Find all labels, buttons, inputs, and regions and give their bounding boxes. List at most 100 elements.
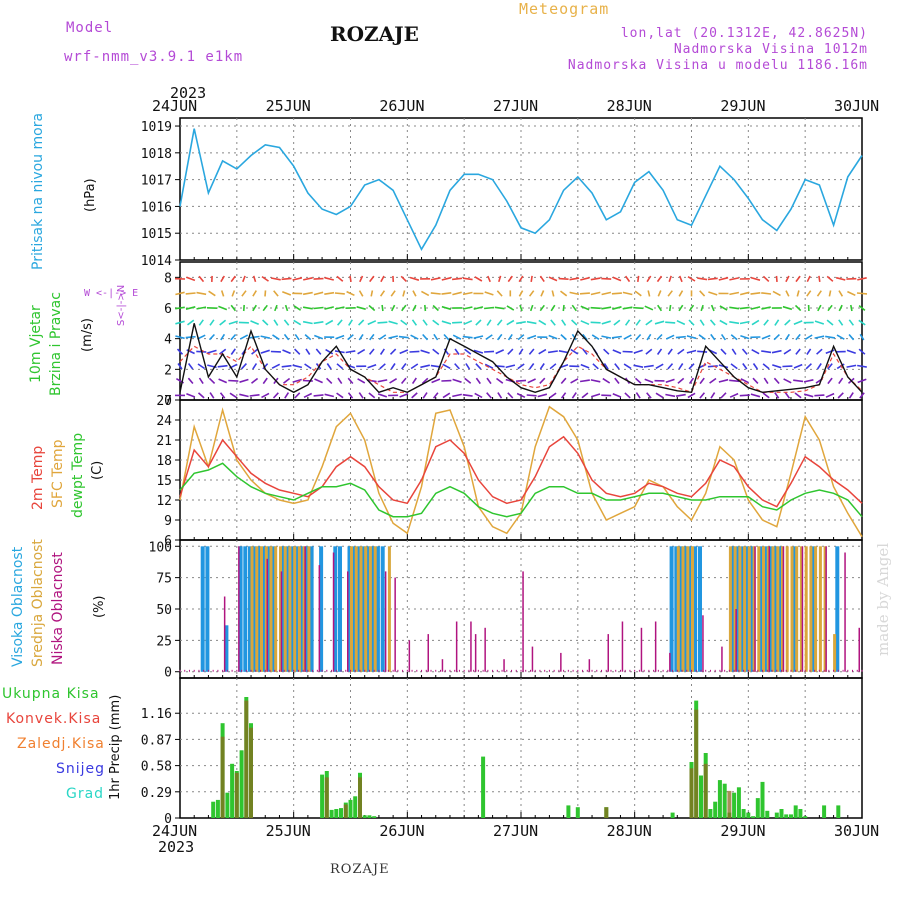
wind-arrow [784, 333, 790, 341]
wind-arrow [336, 363, 344, 370]
wind-arrow [528, 290, 535, 297]
model-elevation-label: Nadmorska Visina u modelu 1186.16m [567, 58, 868, 73]
wind-arrow [601, 335, 612, 339]
wind-arrow [656, 333, 663, 341]
wind-arrow [710, 392, 716, 399]
cloud-baseline-tick [567, 669, 569, 672]
wind-arrow [273, 290, 279, 297]
conv-rain-bar [694, 709, 699, 818]
cloud-baseline-tick [468, 669, 470, 672]
total-rain-bar [803, 816, 808, 818]
cloud-baseline-tick [188, 669, 190, 672]
high-cloud-bar [745, 546, 750, 672]
wind-arrow [558, 277, 569, 280]
high-cloud-bar [679, 546, 683, 672]
total-rain-bar [822, 805, 827, 818]
y-tick-label: 1.16 [141, 707, 172, 722]
wind-arrow [570, 378, 579, 384]
wind-arrow [795, 348, 801, 355]
wind-arrow [828, 290, 832, 297]
wind-arrow [401, 363, 407, 370]
wind-arrow [496, 319, 503, 326]
wind-arrow [358, 333, 364, 341]
wind-arrow [230, 348, 236, 355]
y-tick-label: 1014 [141, 254, 172, 269]
cloud-baseline-tick [818, 669, 820, 672]
wind-arrow [411, 377, 417, 385]
high-cloud-bar [319, 546, 324, 672]
cloud-baseline-tick [312, 669, 314, 672]
cloud-baseline-tick [728, 669, 730, 672]
cloud-baseline-tick [624, 669, 626, 672]
mid-cloud-bar [818, 546, 822, 672]
wind-arrow [303, 392, 313, 399]
cloud-baseline-tick [326, 669, 328, 672]
cloud-baseline-tick [463, 669, 465, 672]
wind-arrow [644, 305, 654, 311]
wind-arrow [657, 290, 662, 297]
wind-arrow [347, 334, 354, 341]
cloud-baseline-tick [743, 669, 745, 672]
cloud-baseline-tick [241, 669, 243, 672]
low-cloud-bar [394, 577, 396, 672]
conv-rain-bar [234, 772, 239, 818]
wind-arrow [336, 319, 343, 326]
mid-cloud-bar [785, 546, 789, 672]
cloud-baseline-tick [691, 669, 692, 672]
total-rain-bar [760, 781, 765, 818]
cloud-baseline-tick [260, 669, 262, 672]
high-cloud-bar [357, 546, 361, 672]
wind-arrow [379, 290, 386, 297]
low-cloud-bar [768, 546, 770, 672]
wind-arrow [697, 277, 708, 281]
high-cloud-bar [262, 546, 267, 672]
mid-cloud-bar [288, 546, 292, 672]
wind-arrow [740, 291, 750, 296]
wind-arrow [217, 364, 228, 368]
y-tick-label: 6 [164, 302, 172, 317]
cloud-baseline-tick [416, 669, 418, 672]
wind-arrow [750, 276, 761, 281]
wind-arrow [612, 306, 622, 310]
wind-arrow [805, 363, 812, 370]
wind-arrow [590, 393, 601, 398]
wind-arrow [710, 304, 715, 312]
wind-arrow [462, 335, 473, 339]
wind-arrow [646, 392, 652, 399]
low-cloud-bar [588, 659, 591, 672]
y-tick-label: 27 [156, 394, 172, 409]
low-cloud-bar [223, 596, 226, 672]
wind-arrow [547, 350, 558, 354]
pressure-line [179, 128, 863, 251]
high-cloud-bar [347, 546, 352, 672]
wind-arrow [603, 363, 609, 370]
cloud-baseline-tick [193, 669, 195, 672]
wind-arrow [208, 333, 215, 341]
wind-arrow [591, 334, 600, 340]
cloud-baseline-tick [231, 669, 233, 672]
wind-arrow [475, 363, 482, 370]
total-rain-bar [320, 774, 325, 818]
wind-arrow [794, 304, 802, 312]
cloud-baseline-tick [454, 669, 456, 672]
wind-arrow [549, 392, 557, 399]
conv-rain-bar [358, 777, 362, 818]
wind-arrow [496, 377, 504, 384]
mid-cloud-bar [752, 546, 756, 672]
cloud-baseline-tick [387, 669, 389, 672]
total-rain-bar [334, 809, 339, 818]
cloud-baseline-tick [747, 669, 749, 672]
wind-arrow [198, 275, 205, 283]
wind-arrow [452, 321, 463, 324]
wind-arrow [635, 333, 642, 341]
y-tick-label: 9 [164, 514, 172, 529]
low-cloud-bar [441, 659, 444, 672]
cloud-baseline-tick [222, 669, 224, 672]
mid-cloud-bar [691, 546, 694, 672]
wind-arrow [441, 305, 452, 311]
wind-arrow [272, 392, 279, 399]
wind-arrow [220, 333, 226, 341]
mid-cloud-bar [747, 546, 751, 672]
wind-arrow [739, 320, 750, 325]
cloud-baseline-tick [558, 669, 560, 672]
